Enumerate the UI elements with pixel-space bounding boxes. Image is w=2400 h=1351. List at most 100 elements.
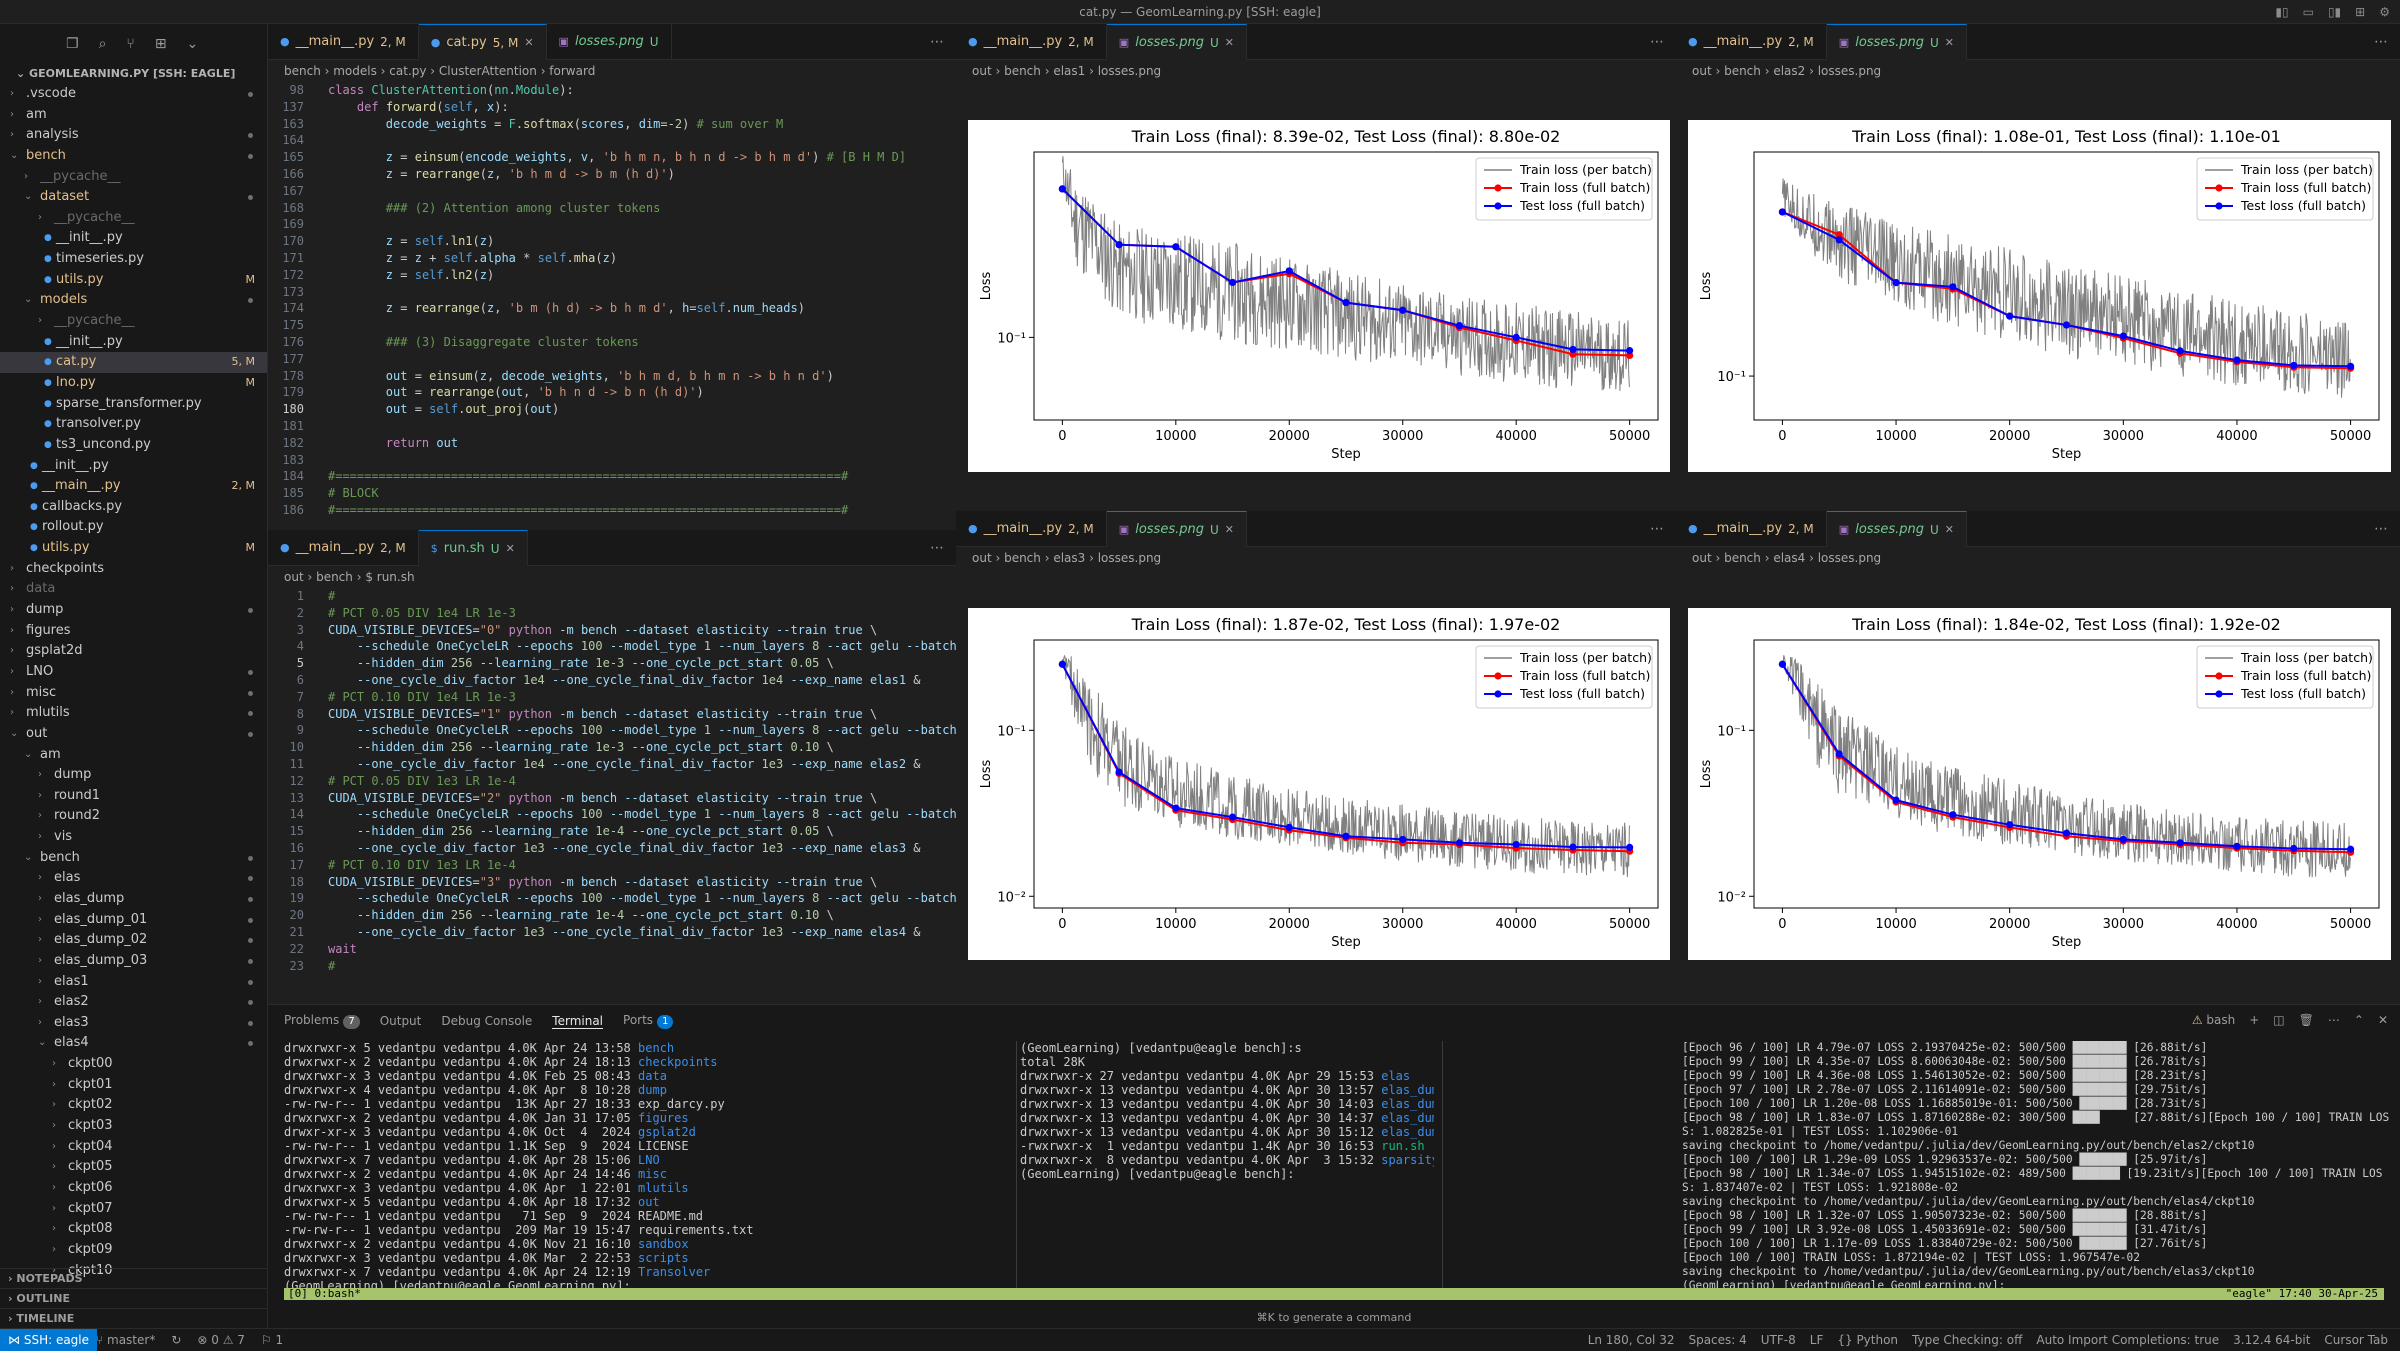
status-item-utf-8[interactable]: UTF-8 bbox=[1760, 1333, 1796, 1347]
ports-status[interactable]: ⚐ 1 bbox=[260, 1333, 284, 1347]
tree-item-am[interactable]: ⌄ am bbox=[0, 745, 267, 766]
more-actions-icon[interactable]: ⋯ bbox=[2374, 521, 2388, 537]
tree-item-elas-dump-03[interactable]: › elas_dump_03 bbox=[0, 951, 267, 972]
tree-item-ckpt02[interactable]: › ckpt02 bbox=[0, 1095, 267, 1116]
tree-item-transolver-py[interactable]: ● transolver.py bbox=[0, 414, 267, 435]
new-terminal-icon[interactable]: + bbox=[2249, 1013, 2260, 1027]
search-icon[interactable]: ⌕ bbox=[98, 36, 107, 52]
tree-item-callbacks-py[interactable]: ● callbacks.py bbox=[0, 497, 267, 518]
tree-item-lno[interactable]: › LNO bbox=[0, 662, 267, 683]
tree-item-utils-py[interactable]: ● utils.py M bbox=[0, 270, 267, 291]
tree-item-elas-dump[interactable]: › elas_dump bbox=[0, 889, 267, 910]
panel-tab-output[interactable]: Output bbox=[380, 1014, 422, 1028]
tab-main-py[interactable]: ● __main__.py 2, M bbox=[1676, 24, 1827, 60]
remote-indicator[interactable]: ⋈ SSH: eagle bbox=[0, 1329, 98, 1351]
more-actions-icon[interactable]: ⋯ bbox=[1650, 521, 1664, 537]
panel-tab-debug-console[interactable]: Debug Console bbox=[441, 1014, 532, 1028]
status-item-spaces-4[interactable]: Spaces: 4 bbox=[1688, 1333, 1747, 1347]
more-actions-icon[interactable]: ⋯ bbox=[930, 34, 944, 50]
outline-section[interactable]: › OUTLINE bbox=[0, 1288, 268, 1308]
maximize-panel-icon[interactable]: ⌃ bbox=[2353, 1013, 2364, 1027]
tree-item-init-py[interactable]: ● __init__.py bbox=[0, 228, 267, 249]
tree-item-out[interactable]: ⌄ out bbox=[0, 724, 267, 745]
tree-item-bench[interactable]: ⌄ bench bbox=[0, 146, 267, 167]
tab-main-py[interactable]: ● __main__.py 2, M bbox=[956, 24, 1107, 60]
tree-item-ckpt05[interactable]: › ckpt05 bbox=[0, 1157, 267, 1178]
breadcrumb[interactable]: out › bench › elas3 › losses.png bbox=[972, 551, 1162, 565]
split-terminal-icon[interactable]: ◫ bbox=[2273, 1013, 2285, 1027]
tree-item-rollout-py[interactable]: ● rollout.py bbox=[0, 517, 267, 538]
toggle-secondary-sidebar-icon[interactable]: ▯▮ bbox=[2327, 5, 2342, 19]
tree-item-dataset[interactable]: ⌄ dataset bbox=[0, 187, 267, 208]
tree-item-data[interactable]: › data bbox=[0, 579, 267, 600]
status-item-python[interactable]: {} Python bbox=[1837, 1333, 1899, 1347]
tree-item-utils-py[interactable]: ● utils.py M bbox=[0, 538, 267, 559]
tab-main-py[interactable]: ● __main__.py 2, M bbox=[956, 511, 1107, 547]
tree-item-checkpoints[interactable]: › checkpoints bbox=[0, 559, 267, 580]
tree-item-pycache[interactable]: › __pycache__ bbox=[0, 167, 267, 188]
timeline-section[interactable]: › TIMELINE bbox=[0, 1308, 268, 1328]
problems-status[interactable]: ⊗ 0 ⚠ 7 bbox=[197, 1333, 245, 1347]
tree-item-mlutils[interactable]: › mlutils bbox=[0, 703, 267, 724]
tree-item-lno-py[interactable]: ● lno.py M bbox=[0, 373, 267, 394]
tree-item-dump[interactable]: › dump bbox=[0, 600, 267, 621]
close-icon[interactable]: ✕ bbox=[1944, 36, 1954, 49]
close-icon[interactable]: ✕ bbox=[1944, 523, 1954, 536]
tree-item-ckpt08[interactable]: › ckpt08 bbox=[0, 1219, 267, 1240]
explorer-root-header[interactable]: ⌄ GEOMLEARNING.PY [SSH: EAGLE] bbox=[16, 67, 236, 80]
status-item-type-checking-off[interactable]: Type Checking: off bbox=[1912, 1333, 2023, 1347]
tree-item-sparse-transformer-py[interactable]: ● sparse_transformer.py bbox=[0, 394, 267, 415]
close-icon[interactable]: ✕ bbox=[1224, 523, 1234, 536]
kill-terminal-icon[interactable]: 🗑 bbox=[2298, 1013, 2314, 1027]
chevron-down-icon[interactable]: ⌄ bbox=[186, 36, 199, 52]
more-actions-icon[interactable]: ⋯ bbox=[2374, 34, 2388, 50]
status-item-3-12-4-64-bit[interactable]: 3.12.4 64-bit bbox=[2233, 1333, 2311, 1347]
status-item-ln-180-col-32[interactable]: Ln 180, Col 32 bbox=[1587, 1333, 1675, 1347]
tree-item-ts3-uncond-py[interactable]: ● ts3_uncond.py bbox=[0, 435, 267, 456]
tree-item-misc[interactable]: › misc bbox=[0, 683, 267, 704]
close-panel-icon[interactable]: ✕ bbox=[2377, 1013, 2388, 1027]
terminal-shell-label[interactable]: ⚠ bash bbox=[2191, 1013, 2236, 1027]
tree-item-ckpt06[interactable]: › ckpt06 bbox=[0, 1178, 267, 1199]
toggle-panel-icon[interactable]: ▭ bbox=[2302, 5, 2314, 19]
close-icon[interactable]: ✕ bbox=[1224, 36, 1234, 49]
git-branch[interactable]: ⑂ master* bbox=[96, 1333, 156, 1347]
tree-item-vscode[interactable]: › .vscode bbox=[0, 84, 267, 105]
tree-item-ckpt01[interactable]: › ckpt01 bbox=[0, 1075, 267, 1096]
breadcrumb[interactable]: bench › models › cat.py › ClusterAttenti… bbox=[284, 64, 596, 78]
panel-tab-ports[interactable]: Ports 1 bbox=[623, 1013, 674, 1029]
settings-gear-icon[interactable]: ⚙ bbox=[2379, 5, 2390, 19]
extensions-icon[interactable]: ⊞ bbox=[154, 36, 167, 52]
tree-item-ckpt10[interactable]: › ckpt10 bbox=[0, 1261, 267, 1282]
breadcrumb[interactable]: out › bench › elas1 › losses.png bbox=[972, 64, 1162, 78]
tree-item-elas-dump-01[interactable]: › elas_dump_01 bbox=[0, 910, 267, 931]
status-item-auto-import-completions-true[interactable]: Auto Import Completions: true bbox=[2036, 1333, 2220, 1347]
tree-item-round1[interactable]: › round1 bbox=[0, 786, 267, 807]
status-item-lf[interactable]: LF bbox=[1809, 1333, 1824, 1347]
tree-item-bench[interactable]: ⌄ bench bbox=[0, 848, 267, 869]
breadcrumb[interactable]: out › bench › elas4 › losses.png bbox=[1692, 551, 1882, 565]
breadcrumb[interactable]: out › bench › $ run.sh bbox=[284, 570, 415, 584]
tree-item-ckpt00[interactable]: › ckpt00 bbox=[0, 1054, 267, 1075]
tree-item-vis[interactable]: › vis bbox=[0, 827, 267, 848]
source-control-icon[interactable]: ⑂ bbox=[126, 36, 135, 52]
terminal-pane-2[interactable]: (GeomLearning) [vedantpu@eagle bench]:s t… bbox=[1020, 1041, 1434, 1293]
sync-icon[interactable]: ↻ bbox=[171, 1333, 182, 1347]
tree-item-cat-py[interactable]: ● cat.py 5, M bbox=[0, 352, 267, 373]
tab-main-py[interactable]: ● __main__.py 2, M bbox=[1676, 511, 1827, 547]
tab-cat-py[interactable]: ● cat.py 5, M ✕ bbox=[418, 24, 547, 60]
tree-item-init-py[interactable]: ● __init__.py bbox=[0, 456, 267, 477]
tree-item-main-py[interactable]: ● __main__.py 2, M bbox=[0, 476, 267, 497]
tab-losses-png[interactable]: ▣ losses.png U ✕ bbox=[1106, 511, 1247, 547]
tree-item-am[interactable]: › am bbox=[0, 105, 267, 126]
terminal-pane-1[interactable]: drwxrwxr-x 5 vedantpu vedantpu 4.0K Apr … bbox=[284, 1041, 1004, 1293]
tree-item-elas3[interactable]: › elas3 bbox=[0, 1013, 267, 1034]
tree-item-ckpt07[interactable]: › ckpt07 bbox=[0, 1199, 267, 1220]
tree-item-ckpt04[interactable]: › ckpt04 bbox=[0, 1137, 267, 1158]
toggle-sidebar-icon[interactable]: ▮▯ bbox=[2275, 5, 2289, 19]
layout-icon[interactable]: ⊞ bbox=[2355, 5, 2366, 19]
tab-main-py[interactable]: ● __main__.py 2, M bbox=[268, 530, 419, 566]
panel-tab-terminal[interactable]: Terminal bbox=[552, 1014, 604, 1029]
more-actions-icon[interactable]: ⋯ bbox=[2327, 1013, 2340, 1027]
tree-item-pycache[interactable]: › __pycache__ bbox=[0, 208, 267, 229]
